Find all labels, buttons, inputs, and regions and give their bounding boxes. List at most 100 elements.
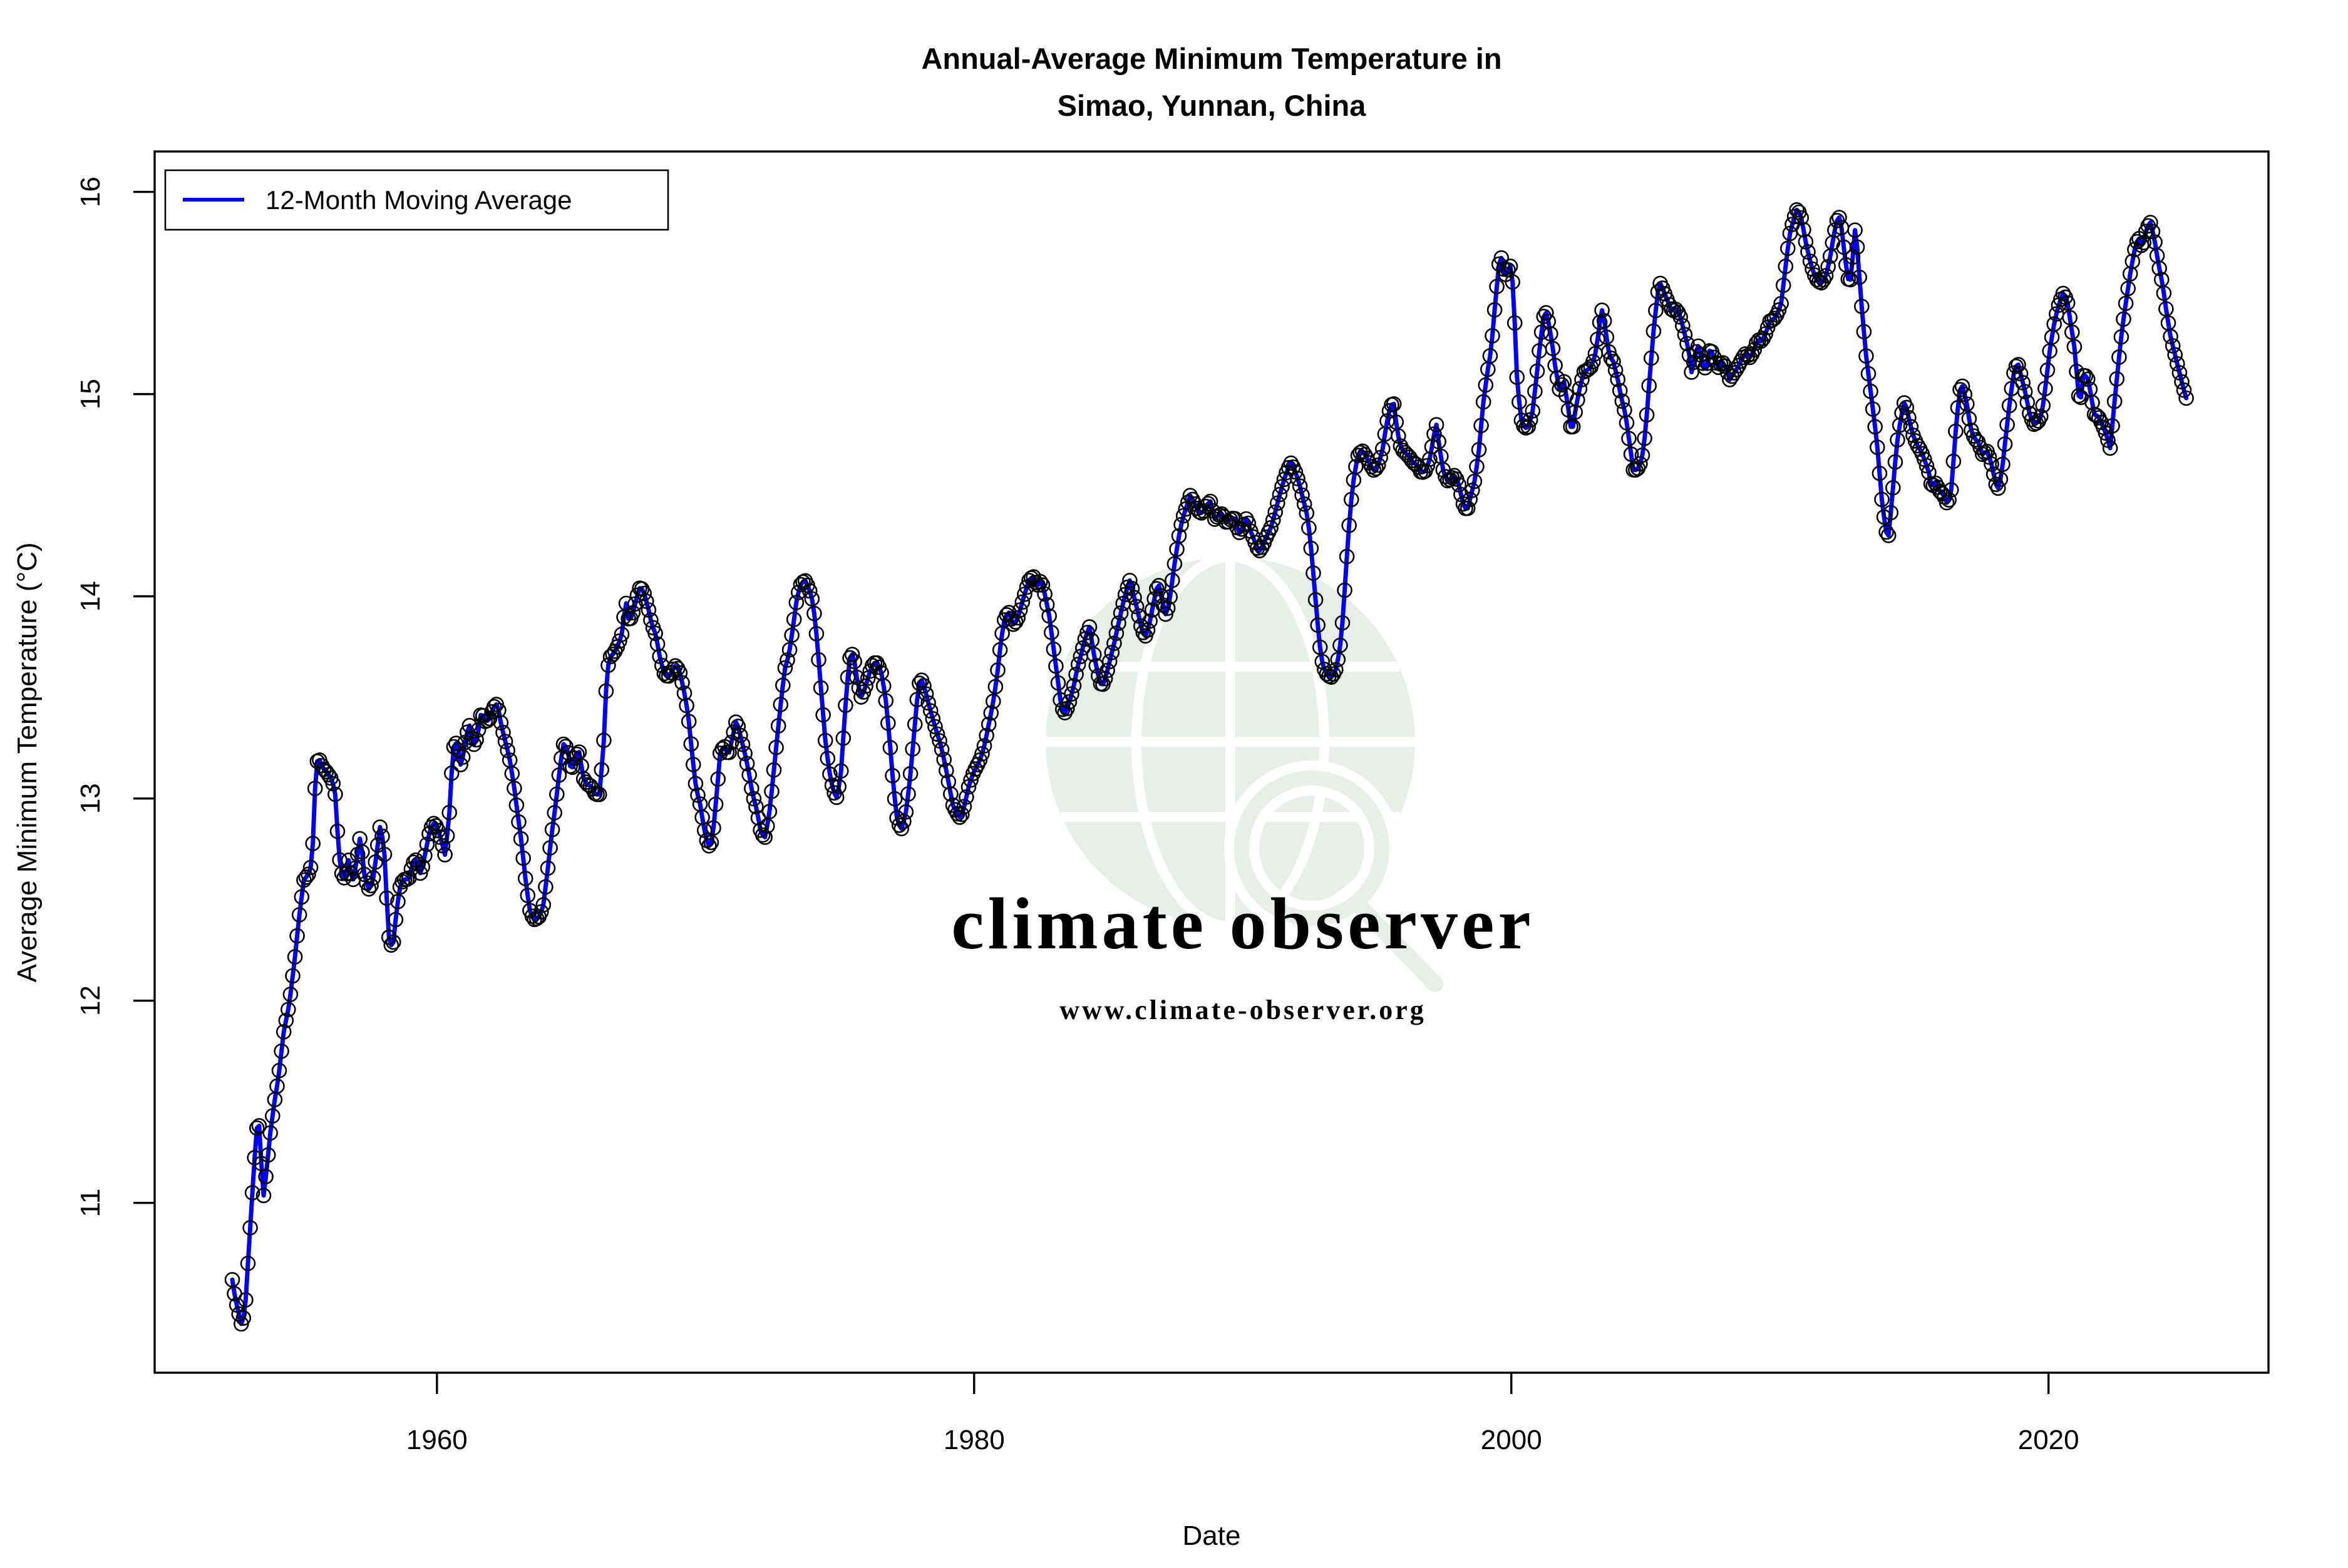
data-point-marker [2122, 266, 2138, 282]
data-point-marker [643, 612, 659, 628]
data-point-marker [1849, 239, 1865, 255]
data-point-marker [1330, 652, 1346, 667]
data-point-marker [430, 822, 446, 839]
data-point-marker [1540, 314, 1557, 329]
data-point-marker [275, 1024, 292, 1040]
data-point-marker [504, 766, 520, 782]
data-point-marker [811, 652, 826, 668]
data-point-marker [940, 774, 957, 790]
data-point-marker [1010, 610, 1026, 626]
data-point-marker [987, 679, 1004, 695]
data-point-marker [2156, 285, 2172, 301]
data-point-marker [1560, 402, 1577, 418]
data-point-marker [1232, 525, 1247, 541]
data-point-marker [840, 669, 856, 685]
data-point-marker [1887, 454, 1903, 470]
data-point-marker [1486, 302, 1503, 318]
data-point-marker [925, 711, 941, 727]
data-point-marker [1140, 622, 1156, 638]
data-point-marker [1677, 327, 1693, 342]
data-point-marker [1885, 479, 1901, 496]
data-point-marker [544, 822, 560, 838]
data-point-marker [963, 772, 979, 788]
data-point-marker [2136, 235, 2151, 250]
data-point-marker [1954, 378, 1970, 394]
data-point-marker [368, 854, 384, 870]
y-axis: 16 15 14 13 12 11 [75, 177, 155, 1217]
data-point-marker [242, 1220, 258, 1236]
data-point-marker [1506, 315, 1523, 331]
data-point-marker [983, 705, 999, 721]
data-point-marker [1786, 208, 1803, 225]
data-point-marker [1988, 476, 2004, 493]
data-point-marker [1684, 364, 1699, 380]
data-point-marker [652, 648, 667, 664]
data-point-marker [1328, 662, 1344, 678]
data-point-marker [2078, 368, 2094, 384]
data-point-marker [1307, 592, 1324, 608]
data-point-marker [2046, 316, 2062, 332]
data-point-marker [1104, 645, 1120, 660]
data-point-marker [1305, 565, 1321, 581]
data-point-marker [1173, 516, 1189, 533]
data-point-marker [979, 727, 994, 744]
data-point-marker [625, 605, 641, 621]
data-point-marker [974, 746, 990, 762]
data-point-marker [1502, 259, 1518, 274]
data-point-marker [773, 697, 789, 712]
data-point-marker [1594, 302, 1610, 319]
data-point-marker [992, 642, 1008, 658]
data-point-marker [1525, 403, 1541, 419]
data-point-marker [1160, 600, 1176, 616]
y-tick-label: 12 [75, 985, 106, 1016]
y-axis-label: Average Minimum Temperature (°C) [12, 542, 43, 982]
data-point-marker [1041, 608, 1057, 624]
data-point-marker [909, 692, 925, 707]
data-point-marker [2120, 280, 2136, 297]
data-point-marker [244, 1185, 260, 1201]
data-point-marker [1854, 299, 1870, 314]
data-point-marker [822, 766, 838, 782]
data-point-marker [1820, 259, 1836, 275]
data-point-marker [329, 823, 346, 839]
data-point-marker [453, 757, 468, 772]
data-point-marker [1265, 512, 1281, 528]
data-point-marker [820, 751, 836, 766]
data-point-marker [1981, 449, 1997, 465]
data-point-marker [596, 732, 612, 749]
data-point-marker [639, 593, 654, 609]
data-point-marker [1742, 349, 1758, 366]
data-point-marker [960, 779, 977, 795]
data-point-marker [1111, 615, 1126, 631]
data-point-marker [1014, 594, 1031, 610]
data-point-marker [1945, 453, 1962, 469]
data-point-marker [302, 859, 319, 876]
data-point-marker [278, 1013, 294, 1028]
data-point-marker [2129, 233, 2145, 250]
data-point-marker [1802, 254, 1818, 269]
data-point-marker [2102, 440, 2118, 456]
data-point-marker [605, 647, 621, 662]
data-point-marker [1303, 540, 1319, 556]
data-point-marker [703, 834, 719, 851]
data-point-marker [679, 697, 694, 714]
data-point-marker [813, 680, 829, 696]
data-point-marker [285, 968, 301, 984]
data-point-marker [1048, 658, 1064, 674]
data-point-marker [1272, 486, 1288, 503]
data-point-marker [495, 724, 511, 740]
data-point-marker [1607, 362, 1624, 378]
data-point-marker [365, 870, 381, 886]
data-point-marker [972, 752, 988, 768]
data-point-marker [533, 904, 549, 920]
data-point-marker [681, 714, 697, 729]
watermark: climate observer www.climate-observer.or… [951, 552, 1531, 1025]
data-point-marker [981, 716, 997, 732]
data-point-marker [1021, 573, 1037, 588]
data-point-marker [229, 1297, 245, 1313]
data-point-marker [1944, 482, 1959, 498]
data-point-marker [1892, 417, 1908, 433]
data-point-marker [2171, 365, 2188, 381]
data-point-marker [1086, 647, 1102, 662]
